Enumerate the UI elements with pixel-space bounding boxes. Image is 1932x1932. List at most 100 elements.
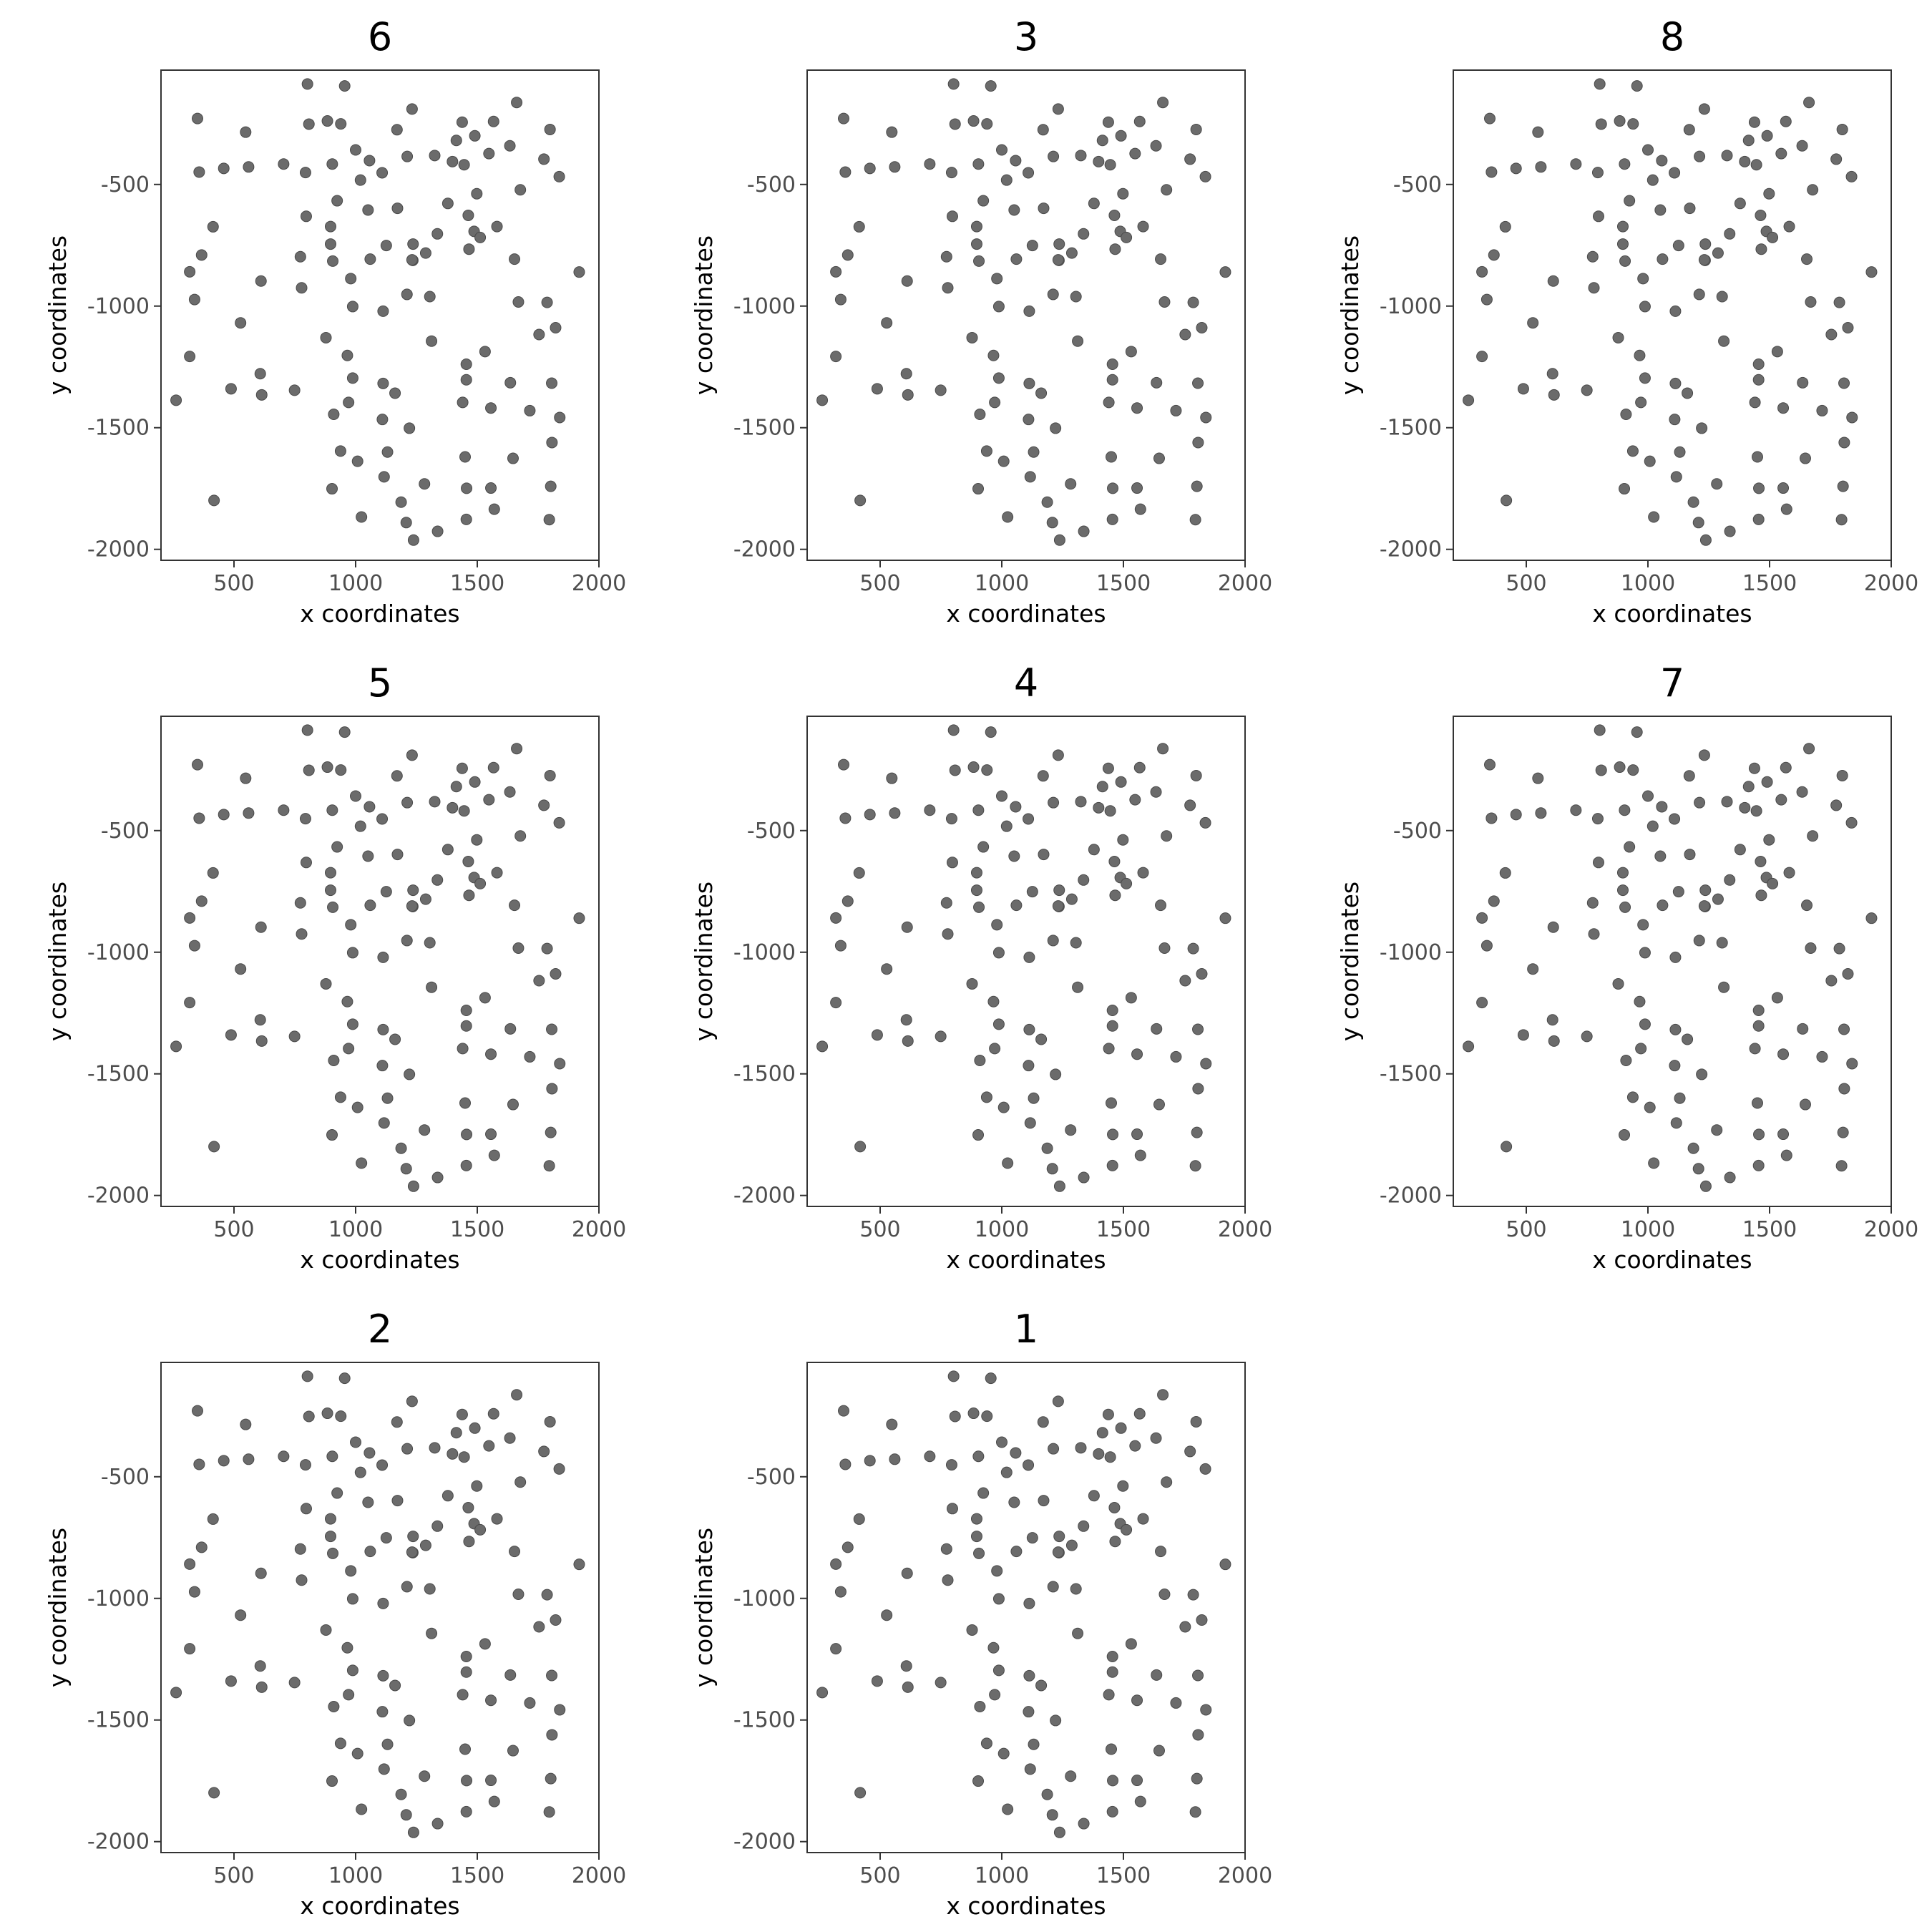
data-point xyxy=(1121,231,1133,243)
data-point xyxy=(1155,253,1167,265)
data-point xyxy=(207,1513,219,1525)
data-point xyxy=(1547,921,1559,933)
data-point xyxy=(1200,1704,1212,1716)
data-point xyxy=(474,231,487,243)
data-point xyxy=(980,1091,992,1103)
data-point xyxy=(991,919,1003,931)
data-point xyxy=(981,1410,993,1423)
data-point xyxy=(1065,893,1078,905)
data-point xyxy=(864,809,876,821)
data-point xyxy=(1158,942,1171,954)
data-point xyxy=(504,376,517,389)
data-point xyxy=(1134,503,1146,515)
data-point xyxy=(320,1624,332,1636)
data-point xyxy=(830,1558,842,1570)
data-point xyxy=(546,1669,558,1682)
x-tick-label: 1000 xyxy=(328,1863,383,1888)
data-point xyxy=(1724,874,1736,886)
data-point xyxy=(1674,446,1686,458)
data-point xyxy=(324,1531,336,1543)
data-point xyxy=(300,1503,312,1515)
data-point xyxy=(1023,1023,1035,1035)
data-point xyxy=(419,1539,431,1551)
data-point xyxy=(541,296,553,308)
y-tick-label: -1500 xyxy=(1380,1062,1442,1087)
x-axis-title: x coordinates xyxy=(1592,1246,1752,1274)
data-point xyxy=(288,1677,301,1689)
data-point xyxy=(1570,158,1582,170)
data-point xyxy=(407,238,419,250)
data-point xyxy=(1748,762,1760,774)
data-point xyxy=(511,97,523,109)
data-point xyxy=(1078,1520,1090,1532)
data-point xyxy=(1078,874,1090,886)
data-point xyxy=(973,1547,985,1559)
data-point xyxy=(377,377,389,389)
data-point xyxy=(1616,238,1629,250)
data-point xyxy=(1053,1180,1065,1192)
x-tick-label: 500 xyxy=(859,1217,900,1242)
data-point xyxy=(1619,255,1631,267)
data-point xyxy=(1023,1597,1035,1609)
data-point xyxy=(970,220,982,233)
data-point xyxy=(554,411,566,424)
data-point xyxy=(1041,1142,1053,1154)
data-point xyxy=(1614,761,1626,774)
data-point xyxy=(543,1160,555,1172)
data-point xyxy=(1137,220,1149,233)
data-point xyxy=(471,1480,483,1492)
data-point xyxy=(334,1737,346,1750)
data-point xyxy=(545,1772,557,1785)
x-axis-title: x coordinates xyxy=(946,1246,1106,1274)
data-point xyxy=(1108,209,1121,221)
x-tick-label: 500 xyxy=(1506,571,1546,596)
data-point xyxy=(303,1410,315,1423)
data-point xyxy=(1070,1583,1082,1595)
data-point xyxy=(1131,1048,1143,1060)
data-point xyxy=(834,940,847,952)
data-point xyxy=(1588,928,1600,940)
data-point xyxy=(1694,150,1706,162)
data-point xyxy=(1755,243,1767,255)
x-tick-label: 500 xyxy=(1506,1217,1546,1242)
data-point xyxy=(487,761,499,774)
data-point xyxy=(1734,844,1746,856)
data-point xyxy=(1796,786,1808,798)
data-point xyxy=(834,293,847,306)
data-point xyxy=(324,867,336,879)
data-point xyxy=(407,1826,419,1838)
data-point xyxy=(1133,115,1146,127)
data-point xyxy=(541,942,553,955)
data-point xyxy=(1187,942,1199,955)
data-point xyxy=(356,1157,368,1169)
data-point xyxy=(376,1706,389,1718)
data-point xyxy=(300,857,312,869)
data-point xyxy=(459,1743,471,1755)
data-point xyxy=(940,250,952,263)
data-point xyxy=(1078,228,1090,240)
data-point xyxy=(1752,374,1765,386)
data-point xyxy=(391,203,404,215)
data-point xyxy=(546,377,558,389)
data-point xyxy=(945,813,957,825)
data-point xyxy=(1783,220,1795,233)
data-point xyxy=(1106,1159,1118,1171)
data-point xyxy=(483,794,495,806)
data-point xyxy=(431,874,444,886)
data-point xyxy=(514,1476,527,1488)
data-point xyxy=(1476,351,1488,363)
data-point xyxy=(514,830,527,842)
data-point xyxy=(550,322,562,334)
data-point xyxy=(1023,305,1035,317)
data-point xyxy=(1035,1033,1048,1045)
data-point xyxy=(457,1043,469,1055)
data-point xyxy=(1535,807,1547,819)
data-point xyxy=(400,517,412,529)
data-point xyxy=(389,1033,401,1045)
data-point xyxy=(1463,394,1475,406)
data-point xyxy=(195,895,208,907)
data-point xyxy=(188,940,200,952)
data-point xyxy=(1670,1117,1682,1129)
data-point xyxy=(193,1458,205,1470)
data-point xyxy=(1642,144,1654,156)
